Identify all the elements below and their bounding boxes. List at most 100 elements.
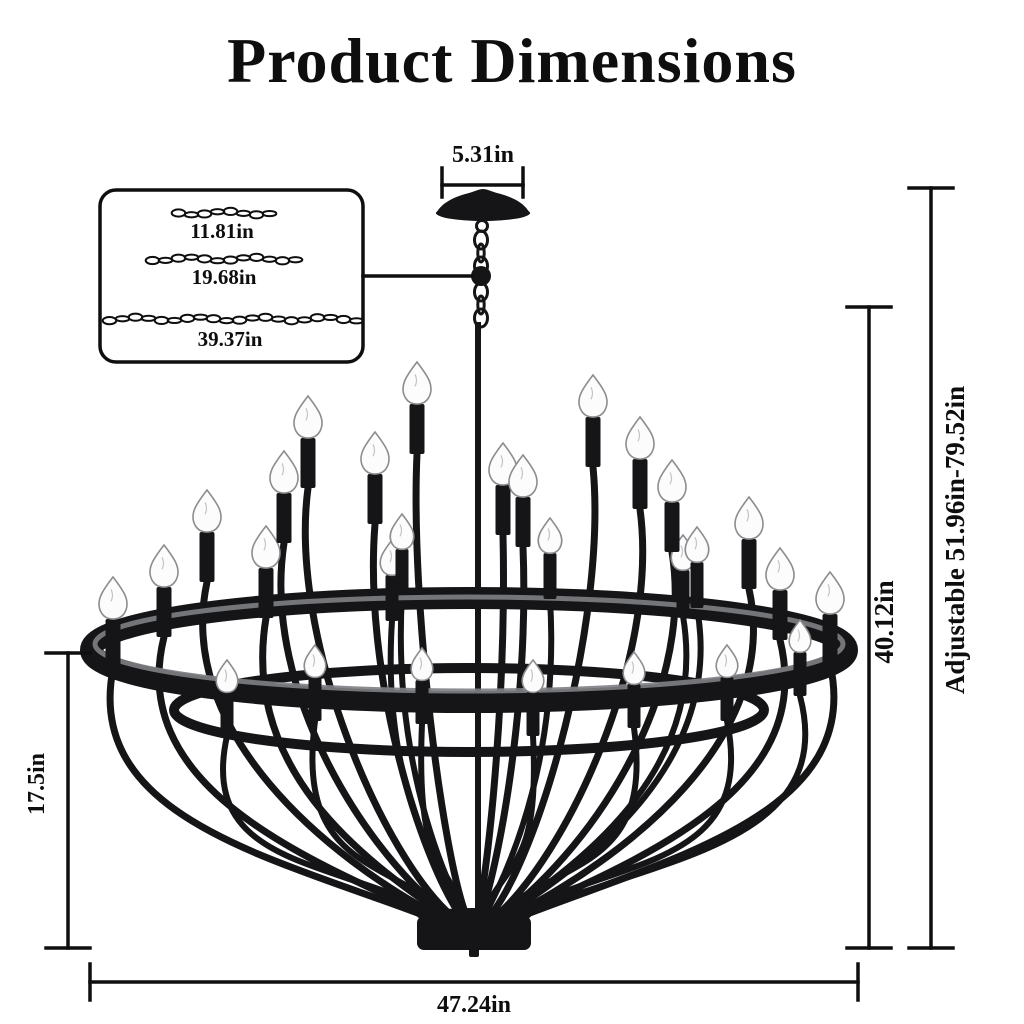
bulb-filament xyxy=(520,467,524,480)
width-label: 47.24in xyxy=(437,992,511,1018)
bulb-filament xyxy=(399,524,403,537)
bottom-finial xyxy=(469,948,479,957)
candle-sleeve xyxy=(308,677,322,721)
candle-bulb xyxy=(815,570,845,615)
candle-sleeve xyxy=(156,587,172,637)
candle-sleeve xyxy=(526,692,540,736)
main-ring-highlight xyxy=(92,594,846,694)
bulb-filament xyxy=(110,589,114,602)
candle-sleeve xyxy=(220,692,234,736)
candle-sleeve xyxy=(367,474,383,524)
candle-sleeve xyxy=(585,417,601,467)
candle-bulb xyxy=(402,360,432,405)
bulb-filament xyxy=(777,560,781,573)
candle-sleeve xyxy=(495,485,511,535)
width-dimension: 47.24in xyxy=(88,962,860,1018)
candle-sleeve xyxy=(409,404,425,454)
candle-sleeve xyxy=(258,568,274,618)
chain-link xyxy=(348,317,365,325)
candle-bulb xyxy=(192,488,222,533)
basket-height-label: 17.5in xyxy=(24,753,50,815)
arm xyxy=(484,463,599,922)
bulb-filament xyxy=(724,654,728,667)
candle-bulb xyxy=(98,575,128,620)
bulb-filament xyxy=(827,584,831,597)
canopy-width-dimension: 5.31in xyxy=(440,142,525,199)
chain-options-inset: 11.81in 19.68in 39.37in xyxy=(98,188,474,364)
candle-sleeve xyxy=(793,652,807,696)
canopy-width-label: 5.31in xyxy=(452,142,514,168)
candles xyxy=(98,360,845,736)
candle-bulb xyxy=(625,415,655,460)
arm xyxy=(510,693,809,921)
bulb-filament xyxy=(547,528,551,541)
candle-sleeve xyxy=(627,684,641,728)
candle-sleeve xyxy=(822,614,838,664)
bulb-filament xyxy=(694,537,698,550)
candle-sleeve xyxy=(276,493,292,543)
overall-height-label: Adjustable 51.96in-79.52in xyxy=(940,386,970,694)
chain-drawings xyxy=(101,206,365,326)
candle-sleeve xyxy=(664,502,680,552)
candle-sleeve xyxy=(741,539,757,589)
chandelier-arms xyxy=(106,450,838,922)
hanging-chain xyxy=(473,229,489,329)
candle-sleeve xyxy=(543,553,557,599)
basket-height-dimension: 17.5in xyxy=(24,651,92,950)
bulb-filament xyxy=(281,463,285,476)
arm xyxy=(199,578,446,922)
overall-height-dimension: Adjustable 51.96in-79.52in xyxy=(907,186,970,950)
arm xyxy=(106,665,435,922)
candle-sleeve xyxy=(690,562,704,608)
arm xyxy=(155,633,441,922)
bulb-filament xyxy=(631,661,635,674)
candle-bulb xyxy=(765,546,795,591)
candle-bulb xyxy=(360,430,390,475)
bulb-filament xyxy=(224,669,228,682)
arm xyxy=(497,605,704,921)
page-title: Product Dimensions xyxy=(227,25,797,96)
arm xyxy=(301,484,458,922)
bulb-filament xyxy=(204,502,208,515)
bottom-canister xyxy=(417,916,531,950)
chain-link xyxy=(287,256,304,264)
arm xyxy=(478,733,537,921)
chain-connector-dot xyxy=(471,266,491,286)
bulb-filament xyxy=(389,550,393,563)
bulb-filament xyxy=(530,669,534,682)
candle-sleeve xyxy=(199,532,215,582)
candle-bulb xyxy=(508,453,538,498)
chain-link xyxy=(476,242,486,264)
lower-ring xyxy=(169,663,769,757)
candle-bulb xyxy=(251,524,281,569)
chain-link xyxy=(473,307,489,329)
canopy-rim xyxy=(436,205,530,221)
chain-link xyxy=(261,209,278,218)
arm xyxy=(513,660,838,922)
bulb-filament xyxy=(500,455,504,468)
candle-sleeve xyxy=(632,459,648,509)
candle-sleeve xyxy=(105,619,121,669)
candle-sleeve xyxy=(415,680,429,724)
bulb-filament xyxy=(372,444,376,457)
chain-length-label-2: 19.68in xyxy=(192,265,257,289)
center-rod xyxy=(475,322,481,920)
bulb-filament xyxy=(263,538,267,551)
bulb-filament xyxy=(305,408,309,421)
candle-bulb xyxy=(578,373,608,418)
bulb-filament xyxy=(680,545,684,558)
bulb-filament xyxy=(637,429,641,442)
candle-sleeve xyxy=(385,575,399,621)
bulb-filament xyxy=(161,557,165,570)
chandelier xyxy=(80,189,858,957)
chain-link xyxy=(473,229,489,251)
candle-bulb xyxy=(149,543,179,588)
arm xyxy=(507,636,789,922)
bulb-filament xyxy=(414,374,418,387)
candle-bulb xyxy=(657,458,687,503)
candle-sleeve xyxy=(676,570,690,616)
candle-bulb xyxy=(269,449,299,494)
chain-link xyxy=(476,294,486,316)
body-height-dimension: 40.12in xyxy=(845,305,899,950)
